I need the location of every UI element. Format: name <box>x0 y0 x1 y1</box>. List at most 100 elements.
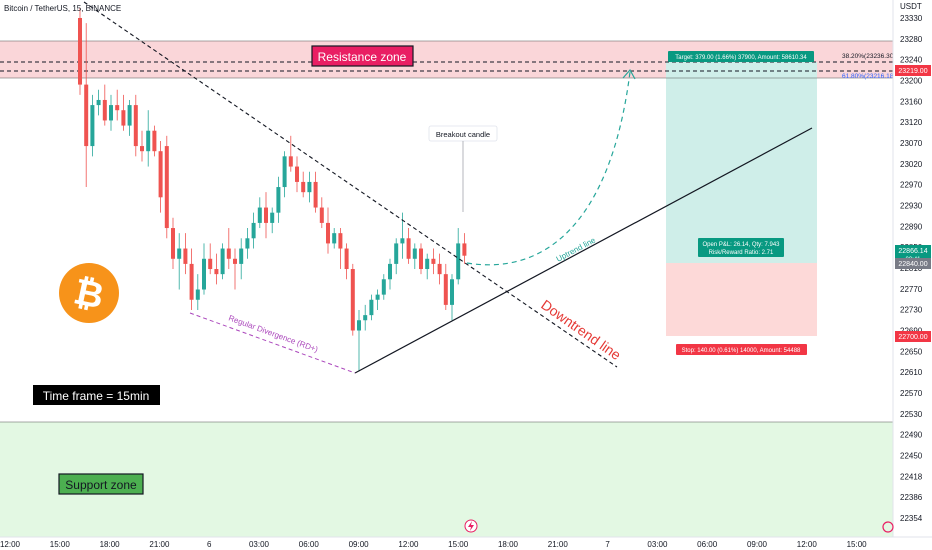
candle <box>264 192 268 239</box>
candle <box>195 274 200 311</box>
candle-body <box>171 228 175 259</box>
candle <box>456 228 461 285</box>
target-area <box>666 62 817 263</box>
y-tick-label: 22418 <box>900 472 923 481</box>
y-tick-label: 22730 <box>900 306 923 315</box>
candle-body <box>90 105 95 147</box>
candle <box>388 258 392 290</box>
target-label: Target: 379.00 (1.66%) 37900, Amount: 58… <box>675 55 807 61</box>
candle-body <box>245 238 250 249</box>
candle <box>313 171 318 213</box>
time-axis-bg <box>0 537 932 550</box>
x-axis-ticks: 12:00 15:00 18:00 21:00 6 03:00 06:00 09:00 12:0… <box>0 540 867 549</box>
candle <box>133 94 138 157</box>
candle-body <box>140 146 144 152</box>
downtrend-line <box>83 1 618 368</box>
candle <box>102 84 107 126</box>
divergence-label: Regular Divergence (RD+) <box>227 313 319 354</box>
candle-body <box>419 248 423 270</box>
candle-body <box>326 222 330 244</box>
level-c-tag <box>895 331 931 342</box>
candle <box>288 135 293 172</box>
resistance-label: Resistance zone <box>318 50 407 64</box>
rr-label: Risk/Reward Ratio: 2.71 <box>709 250 774 256</box>
candle-body <box>133 105 138 147</box>
candle <box>282 151 287 198</box>
timeframe-label: Time frame = 15min <box>43 389 150 403</box>
candle-body <box>146 130 151 152</box>
x-tick-label: 06:00 <box>299 540 320 549</box>
candle <box>319 197 324 229</box>
x-tick-label: 21:00 <box>548 540 569 549</box>
candle <box>121 94 126 131</box>
candle <box>412 243 417 270</box>
candle <box>406 228 411 264</box>
symbol-title: Bitcoin / TetherUS, 15, BINANCE <box>4 4 121 13</box>
level-a-text: 23219.00 <box>898 68 927 75</box>
candle-body <box>388 263 392 280</box>
candle <box>276 176 281 223</box>
y-tick-label: 22490 <box>900 431 923 440</box>
stop-label-box <box>676 344 807 355</box>
candle <box>394 238 399 275</box>
x-tick-label: 12:00 <box>0 540 21 549</box>
x-tick-label: 15:00 <box>847 540 868 549</box>
candle-body <box>357 320 361 331</box>
candle-body <box>177 248 182 259</box>
pnl-label: Open P&L: 26.14, Qty: 7.943 <box>702 242 780 248</box>
candle <box>251 212 256 249</box>
candle-body <box>307 181 312 193</box>
projected-arrow <box>622 68 636 80</box>
candle <box>239 238 244 280</box>
candle-body <box>257 207 262 223</box>
y-tick-label: 22890 <box>900 222 923 231</box>
candle-body <box>189 263 194 300</box>
candle <box>220 243 225 280</box>
candle-body <box>437 263 442 275</box>
candle-body <box>270 212 275 223</box>
candle-body <box>251 222 256 239</box>
candles-group <box>78 7 467 372</box>
currency-label: USDT <box>900 2 922 11</box>
x-tick-label: 15:00 <box>448 540 469 549</box>
candle-body <box>152 130 157 152</box>
candle <box>171 217 175 270</box>
candle <box>419 243 423 275</box>
candle <box>127 99 132 136</box>
x-tick-label: 09:00 <box>349 540 370 549</box>
candle <box>257 197 262 229</box>
x-tick-label: 18:00 <box>100 540 121 549</box>
candle <box>189 248 194 311</box>
candle-body <box>375 294 380 300</box>
candle <box>233 248 237 290</box>
fib-label-38: 38.20%(23236.30) <box>842 53 896 60</box>
settings-icon[interactable] <box>882 521 894 533</box>
x-tick-label: 06:00 <box>697 540 718 549</box>
lightning-icon[interactable] <box>464 519 478 533</box>
candle <box>90 94 95 157</box>
candle <box>437 253 442 285</box>
candle-body <box>288 156 293 167</box>
candle-body <box>233 258 237 264</box>
candle <box>78 7 82 95</box>
candle <box>450 274 454 321</box>
candle-body <box>109 105 113 121</box>
candle <box>158 140 163 213</box>
y-tick-label: 22610 <box>900 368 923 377</box>
y-tick-label: 23330 <box>900 14 923 23</box>
candle <box>270 207 275 234</box>
candle-body <box>84 84 89 147</box>
y-tick-label: 23020 <box>900 160 923 169</box>
level-b-tag <box>895 258 931 269</box>
candle-body <box>276 187 281 213</box>
candle-body <box>363 315 368 321</box>
candle <box>381 274 386 300</box>
candle-body <box>369 299 374 316</box>
candle <box>96 89 101 116</box>
candle <box>338 228 343 270</box>
candle-body <box>158 151 163 198</box>
support-label-box <box>58 473 144 495</box>
y-tick-label: 23120 <box>900 118 923 127</box>
x-tick-label: 12:00 <box>398 540 419 549</box>
